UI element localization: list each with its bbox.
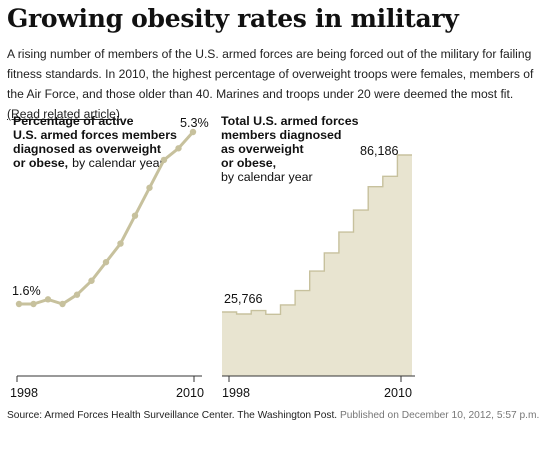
- data-point-1998: [15, 300, 23, 308]
- data-point-2007: [146, 184, 153, 191]
- right-area-chart: [222, 154, 412, 376]
- right-title-line-1: Total U.S. armed forces: [221, 114, 359, 128]
- intro-text: A rising number of members of the U.S. a…: [7, 44, 535, 124]
- right-title-line-2: members diagnosed: [221, 128, 342, 142]
- area-step-1999: [237, 314, 252, 376]
- right-chart-title: Total U.S. armed forces members diagnose…: [221, 114, 359, 184]
- left-title-line-4: or obese, by calendar year: [13, 156, 164, 170]
- area-step-2007: [354, 210, 369, 376]
- published-date: Published on December 10, 2012, 5:57 p.m…: [339, 410, 540, 421]
- page-title: Growing obesity rates in military: [7, 4, 459, 33]
- area-step-1998: [222, 312, 237, 376]
- data-point-2004: [102, 258, 110, 266]
- related-article-link[interactable]: (Read related article): [7, 107, 120, 121]
- area-step-2010: [397, 155, 412, 376]
- area-step-2003: [295, 291, 310, 376]
- data-point-2003: [88, 277, 95, 284]
- left-x-tick-label-2010: 2010: [176, 386, 204, 400]
- area-step-2002: [281, 305, 296, 376]
- area-step-2005: [324, 253, 339, 376]
- area-step-2000: [251, 311, 266, 376]
- source-note: Source: Armed Forces Health Surveillance…: [7, 410, 539, 421]
- right-x-tick-label-2010: 2010: [384, 386, 412, 400]
- left-chart-title: Percentage of active U.S. armed forces m…: [13, 114, 177, 170]
- left-title-regular: by calendar year: [72, 156, 164, 170]
- source-text: Source: Armed Forces Health Surveillance…: [7, 410, 338, 421]
- data-point-2000: [44, 296, 52, 303]
- area-step-2009: [383, 176, 398, 376]
- area-step-2008: [368, 187, 383, 376]
- right-x-tick-label-1998: 1998: [222, 386, 250, 400]
- left-x-tick-label-1998: 1998: [10, 386, 38, 400]
- data-point-2001: [59, 300, 66, 308]
- data-point-2009: [175, 145, 182, 152]
- left-title-line-2: U.S. armed forces members: [13, 128, 177, 142]
- overweight-total-step-line: [222, 154, 412, 315]
- left-title-line-3: diagnosed as overweight: [13, 142, 161, 156]
- right-title-line-3: as overweight: [221, 142, 304, 156]
- right-start-value-label: 25,766: [224, 292, 263, 306]
- right-title-line-4: or obese,: [221, 156, 276, 170]
- right-end-value-label: 86,186: [360, 144, 399, 158]
- data-point-2008: [160, 156, 168, 164]
- data-point-2010: [189, 128, 197, 136]
- intro-body: A rising number of members of the U.S. a…: [7, 47, 534, 101]
- area-step-2004: [310, 271, 325, 376]
- data-point-2005: [117, 240, 124, 247]
- data-point-1999: [30, 300, 37, 308]
- data-point-2002: [73, 291, 81, 298]
- left-start-value-label: 1.6%: [12, 284, 41, 298]
- area-step-2001: [266, 314, 281, 376]
- area-step-2006: [339, 232, 354, 376]
- left-end-value-label: 5.3%: [180, 116, 209, 130]
- left-line-chart: [15, 128, 197, 308]
- right-title-line-5: by calendar year: [221, 170, 313, 184]
- left-title-bold: or obese,: [13, 156, 68, 170]
- data-point-2006: [131, 212, 139, 219]
- left-title-line-1: Percentage of active: [13, 114, 134, 128]
